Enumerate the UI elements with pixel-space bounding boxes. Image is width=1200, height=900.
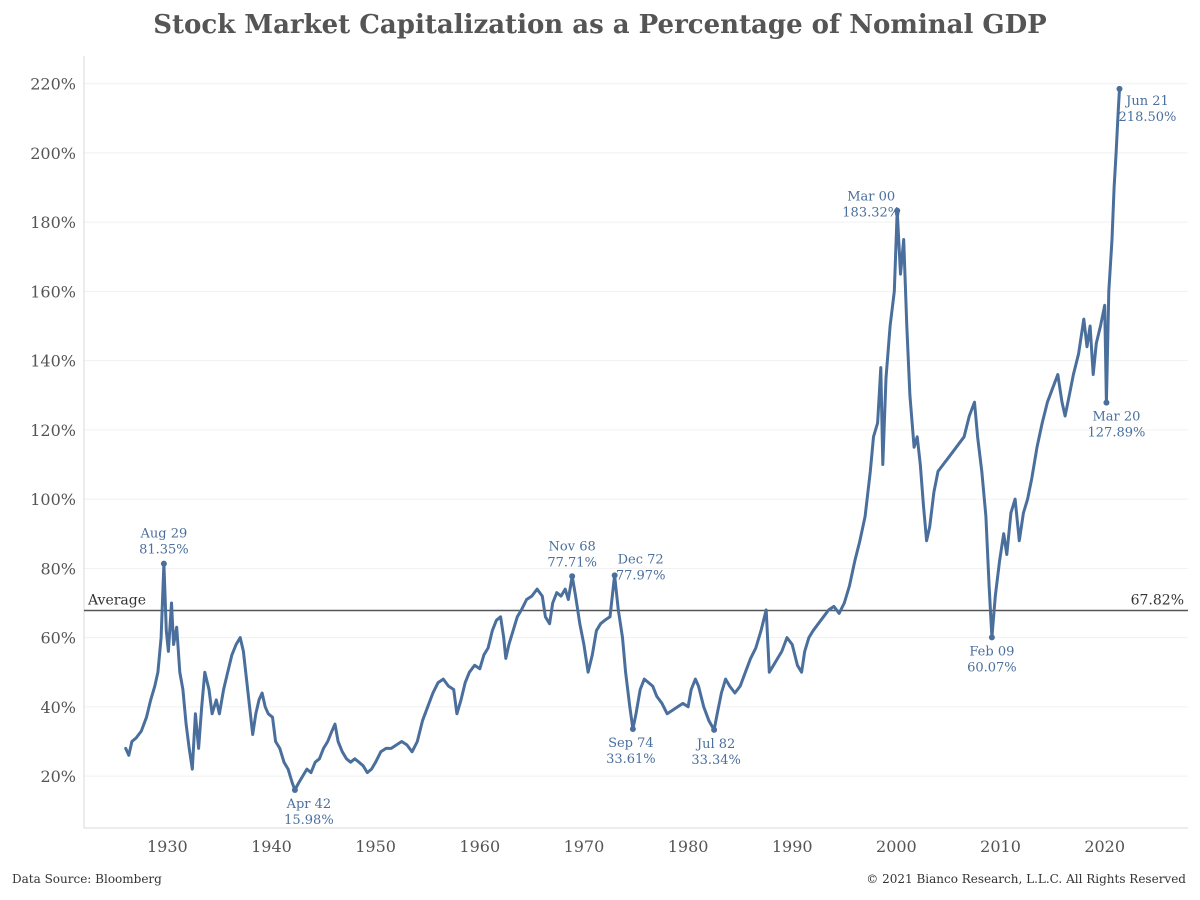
- y-tick-label: 80%: [40, 559, 76, 578]
- x-tick-label: 2010: [980, 837, 1021, 856]
- annotation-date: Jul 82: [695, 737, 735, 752]
- annotation-date: Mar 00: [847, 190, 895, 205]
- y-tick-label: 100%: [30, 490, 76, 509]
- annotation-value: 77.71%: [547, 555, 597, 570]
- annotation-value: 15.98%: [284, 813, 334, 828]
- annotation-point: [569, 573, 576, 580]
- y-tick-label: 160%: [30, 282, 76, 301]
- annotation-point: [629, 725, 636, 732]
- average-line-group: Average 67.82%: [84, 593, 1188, 612]
- data-source-note: Data Source: Bloomberg: [12, 872, 162, 886]
- y-tick-label: 140%: [30, 352, 76, 371]
- y-tick-label: 200%: [30, 144, 76, 163]
- average-label: Average: [87, 593, 146, 609]
- annotation-point: [1116, 85, 1123, 92]
- y-tick-label: 40%: [40, 698, 76, 717]
- x-tick-label: 1960: [459, 837, 500, 856]
- grid: [84, 83, 1188, 777]
- copyright-note: © 2021 Bianco Research, L.L.C. All Right…: [866, 872, 1186, 886]
- annotation-point: [1103, 399, 1110, 406]
- y-tick-label: 60%: [40, 629, 76, 648]
- annotation-value: 33.34%: [691, 753, 741, 768]
- annotation-date: Dec 72: [618, 552, 664, 567]
- y-tick-label: 220%: [30, 75, 76, 94]
- annotation-date: Apr 42: [286, 797, 332, 812]
- y-tick-label: 180%: [30, 213, 76, 232]
- annotation-point: [291, 786, 298, 793]
- annotation-value: 81.35%: [139, 543, 189, 558]
- annotation-value: 183.32%: [842, 206, 900, 221]
- annotation-date: Sep 74: [608, 736, 654, 751]
- annotation-date: Jun 21: [1124, 94, 1169, 109]
- x-tick-label: 1990: [772, 837, 813, 856]
- annotation-point: [160, 560, 167, 567]
- x-tick-label: 1970: [564, 837, 605, 856]
- annotation-point: [611, 572, 618, 579]
- average-value-label: 67.82%: [1131, 593, 1184, 609]
- annotation-value: 77.97%: [616, 568, 666, 583]
- annotation-date: Mar 20: [1092, 410, 1140, 425]
- annotation-date: Feb 09: [969, 644, 1014, 659]
- annotation-value: 60.07%: [967, 660, 1017, 675]
- annotation-point: [894, 207, 901, 214]
- series-group: [124, 87, 1121, 792]
- annotation-value: 218.50%: [1119, 110, 1177, 125]
- annotation-value: 33.61%: [606, 752, 656, 767]
- annotation-date: Aug 29: [140, 527, 188, 542]
- x-tick-label: 1950: [355, 837, 396, 856]
- y-tick-label: 120%: [30, 421, 76, 440]
- series-line: [124, 87, 1121, 792]
- x-tick-label: 2000: [876, 837, 917, 856]
- x-tick-label: 1930: [147, 837, 188, 856]
- annotation-date: Nov 68: [549, 539, 596, 554]
- y-tick-label: 20%: [40, 767, 76, 786]
- annotation-point: [711, 726, 718, 733]
- annotation-value: 127.89%: [1088, 426, 1146, 441]
- x-tick-label: 2020: [1084, 837, 1125, 856]
- axes: 20% 40% 60% 80% 100% 120% 140% 160% 180% 200% 220%…: [30, 56, 1188, 856]
- chart-title: Stock Market Capitalization as a Percent…: [153, 10, 1047, 40]
- annotation-point: [988, 634, 995, 641]
- x-tick-label: 1980: [668, 837, 709, 856]
- x-tick-label: 1940: [251, 837, 292, 856]
